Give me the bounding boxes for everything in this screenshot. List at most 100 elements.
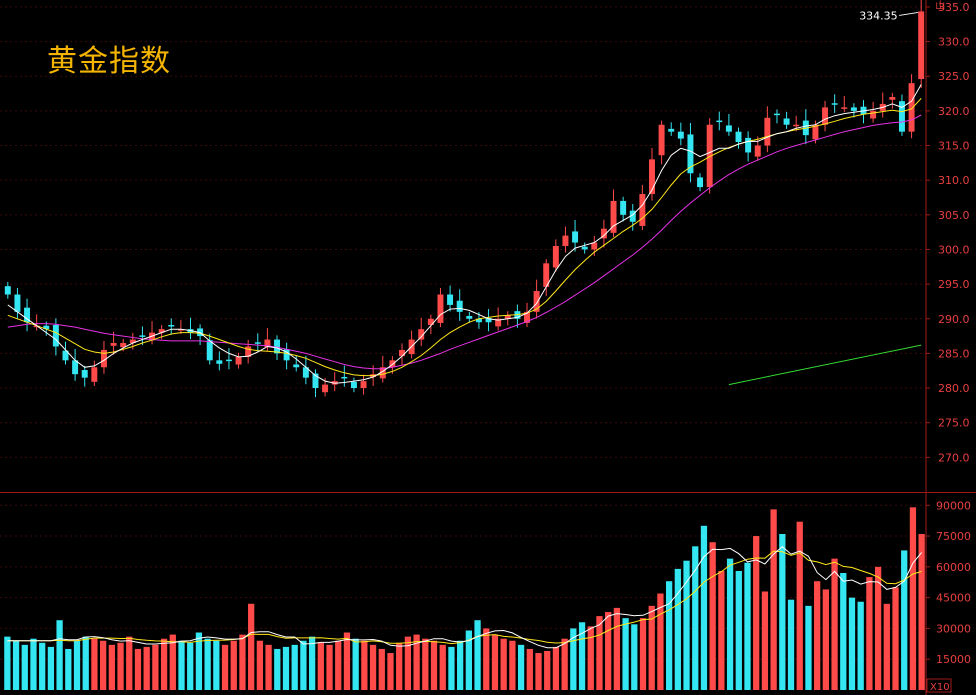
- price-tick-label: 290.0: [938, 313, 970, 326]
- candle-body: [552, 246, 559, 268]
- candle-body: [850, 107, 857, 111]
- volume-tick-label: 90000: [936, 499, 971, 512]
- volume-bar: [874, 566, 882, 690]
- price-tick-label: 275.0: [938, 417, 970, 430]
- candle-body: [129, 339, 136, 344]
- candle-body: [120, 343, 127, 348]
- candle-body: [812, 124, 819, 140]
- ma-short-line: [7, 84, 922, 384]
- candle-body: [52, 324, 59, 347]
- candle-body: [649, 159, 655, 195]
- volume-bar: [692, 546, 699, 690]
- volume-bar: [274, 648, 281, 690]
- ma-long-line: [7, 114, 922, 370]
- volume-bar: [822, 589, 829, 690]
- price-tick-label: 320.0: [938, 105, 970, 118]
- candle-body: [360, 381, 367, 389]
- candle-body: [62, 350, 69, 361]
- volume-bar: [561, 638, 568, 690]
- price-tick-label: 285.0: [938, 347, 970, 360]
- price-tick-label: 300.0: [938, 243, 970, 256]
- candle-body: [495, 318, 502, 327]
- candle-body: [14, 294, 21, 312]
- volume-bar: [326, 644, 333, 690]
- candle-body: [668, 128, 675, 132]
- price-tick-label: 310.0: [938, 174, 970, 187]
- candle-body: [177, 329, 184, 331]
- volume-bar: [404, 636, 412, 690]
- volume-bar: [465, 630, 472, 690]
- volume-bar: [665, 581, 673, 690]
- price-tick-label: 305.0: [938, 209, 970, 222]
- volume-bar: [100, 640, 107, 690]
- volume-bar: [73, 640, 81, 690]
- candle-body: [745, 137, 752, 153]
- candle-body: [918, 11, 925, 79]
- candle-body: [206, 340, 213, 361]
- candle-body: [350, 381, 357, 389]
- candle-body: [898, 101, 905, 132]
- candle-body: [274, 339, 280, 354]
- candle-body: [466, 315, 473, 319]
- candle-body: [572, 231, 579, 243]
- volume-tick-label: 60000: [936, 561, 971, 574]
- volume-bar: [378, 648, 385, 690]
- volume-bar: [300, 640, 307, 690]
- volume-bar: [901, 550, 908, 690]
- candle-body: [427, 318, 434, 325]
- candle-body: [543, 263, 550, 287]
- volume-bar: [631, 624, 638, 690]
- volume-bar: [352, 638, 359, 690]
- volume-bar: [108, 644, 115, 690]
- volume-bar: [578, 622, 586, 690]
- volume-bar: [152, 644, 159, 690]
- candle-body: [716, 120, 723, 123]
- candle-body: [216, 360, 223, 364]
- volume-bar: [343, 632, 351, 690]
- volume-ma5-line: [7, 546, 922, 649]
- candle-body: [158, 329, 165, 333]
- candle-body: [629, 210, 636, 222]
- volume-bar: [221, 644, 229, 690]
- candle-body: [110, 343, 117, 346]
- volume-bar: [787, 599, 795, 690]
- volume-bar: [596, 616, 603, 690]
- candle-body: [264, 339, 271, 348]
- candle-body: [870, 110, 877, 119]
- candle-body: [245, 346, 252, 357]
- candle-body: [841, 107, 848, 109]
- volume-bar: [187, 642, 194, 690]
- volume-bar: [396, 642, 403, 690]
- volume-bar: [134, 648, 142, 690]
- candle-body: [418, 329, 425, 340]
- price-tick-label: 315.0: [938, 140, 970, 153]
- volume-bar: [239, 634, 246, 690]
- volume-tick-label: 30000: [936, 622, 971, 635]
- volume-bar: [770, 509, 777, 690]
- volume-bar: [30, 638, 37, 690]
- candle-body: [100, 349, 107, 368]
- candle-body: [697, 177, 704, 188]
- volume-bar: [413, 634, 420, 690]
- volume-bar: [387, 653, 394, 690]
- volume-bar: [570, 628, 577, 690]
- price-tick-label: 335.0: [938, 1, 970, 14]
- candle-body: [235, 356, 242, 365]
- volume-bar: [857, 601, 864, 690]
- candle-body: [168, 324, 175, 327]
- volume-bar: [56, 620, 63, 690]
- candle-body: [379, 367, 386, 379]
- volume-bar: [587, 626, 594, 690]
- volume-tick-label: 15000: [936, 653, 971, 666]
- volume-bar: [805, 605, 812, 690]
- volume-bar: [892, 587, 899, 690]
- candle-body: [754, 145, 761, 157]
- volume-bar: [744, 562, 751, 690]
- candle-body: [322, 384, 329, 393]
- volume-bar: [848, 597, 856, 690]
- candle-body: [908, 83, 915, 132]
- volume-bar: [700, 525, 708, 690]
- volume-bar: [761, 591, 769, 690]
- volume-bar: [39, 642, 46, 690]
